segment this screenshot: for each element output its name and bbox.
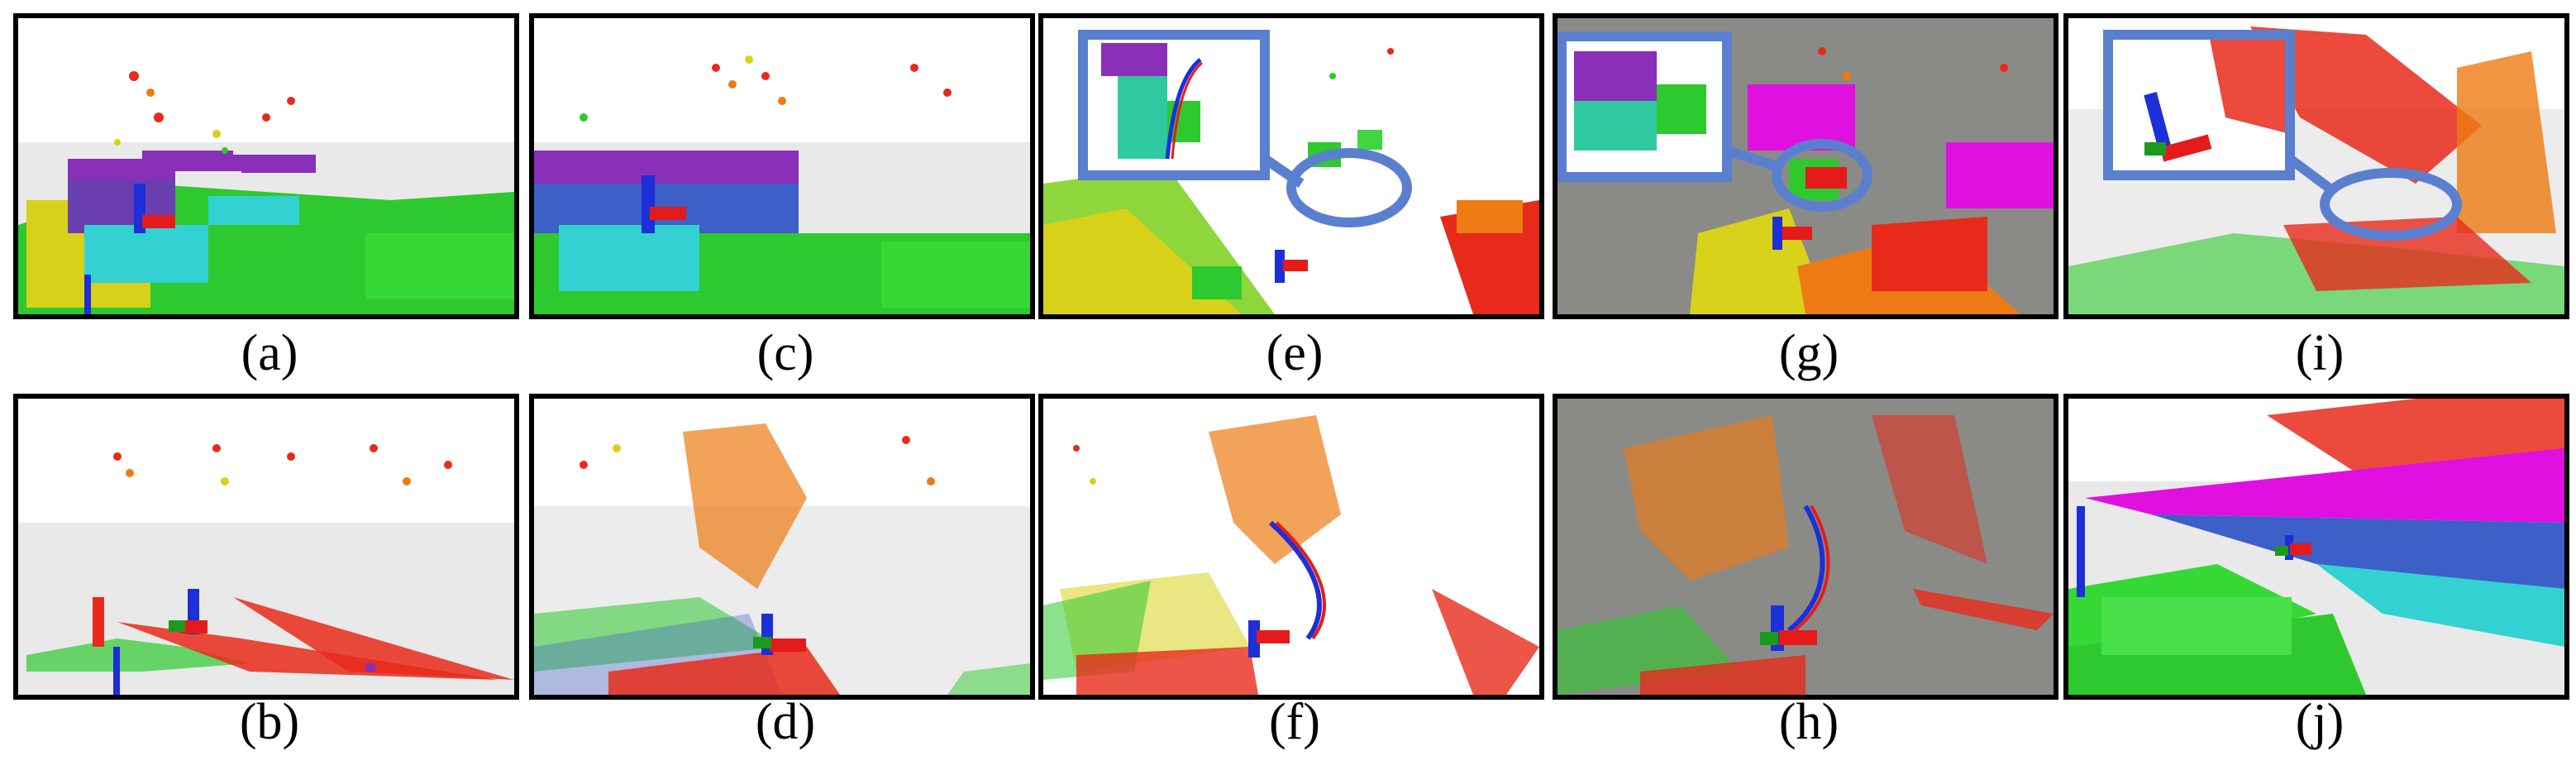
caption-i: (i) [2295, 325, 2345, 381]
caption-b: (b) [239, 694, 300, 750]
zoom-inset-box [1078, 30, 1270, 180]
panel-c [529, 13, 1035, 319]
point-cloud-view-h [1558, 399, 2054, 695]
panel-j [2063, 394, 2569, 700]
caption-j: (j) [2295, 694, 2345, 750]
zoom-region-ellipse [2320, 168, 2462, 241]
voxel-map-view-c [534, 18, 1030, 314]
caption-a: (a) [241, 325, 298, 381]
voxel-map-view-g [1558, 18, 2054, 314]
panel-h [1553, 394, 2058, 700]
zoom-region-ellipse [1772, 139, 1872, 212]
caption-d: (d) [755, 694, 816, 750]
point-cloud-view-i [2068, 18, 2564, 314]
panel-a [13, 13, 519, 319]
zoom-region-ellipse [1286, 148, 1412, 227]
voxel-map-view-j [2068, 399, 2564, 695]
caption-g: (g) [1778, 325, 1839, 381]
zoom-inset-box [1558, 31, 1732, 182]
panel-d [529, 394, 1035, 700]
panel-i [2063, 13, 2569, 319]
panel-b [13, 394, 519, 700]
zoom-inset-box [2103, 30, 2295, 180]
panel-g [1553, 13, 2058, 319]
panel-f [1038, 394, 1544, 700]
caption-f: (f) [1269, 694, 1320, 750]
caption-c: (c) [756, 325, 814, 381]
caption-h: (h) [1778, 694, 1839, 750]
voxel-map-view-a [18, 18, 514, 314]
caption-e: (e) [1266, 325, 1324, 381]
point-cloud-view-b [18, 399, 514, 695]
point-cloud-view-f [1043, 399, 1539, 695]
voxel-map-view-e [1043, 18, 1539, 314]
panel-e [1038, 13, 1544, 319]
point-cloud-view-d [534, 399, 1030, 695]
